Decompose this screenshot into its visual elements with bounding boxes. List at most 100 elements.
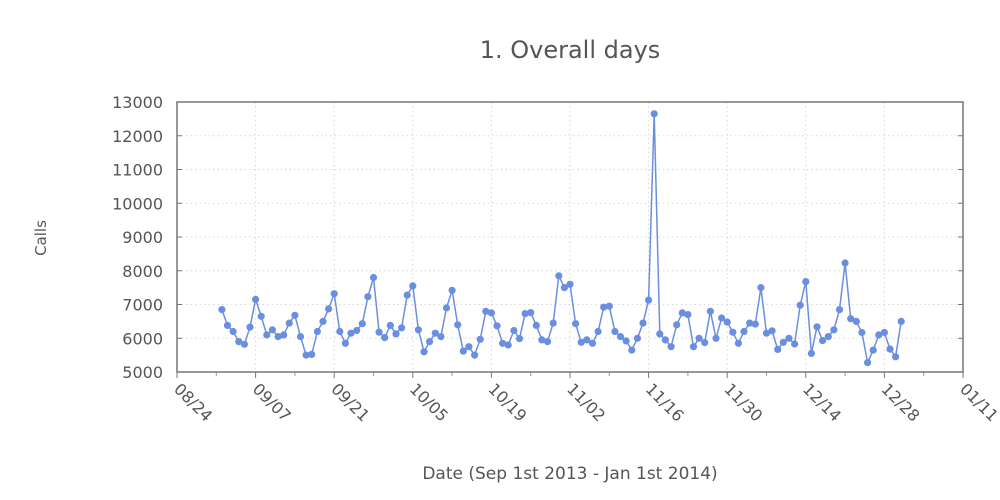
data-point (510, 326, 518, 335)
x-tick-label: 01/11 (956, 379, 1000, 425)
data-point (802, 278, 810, 286)
data-point (240, 340, 248, 348)
data-point (622, 337, 630, 345)
x-tick-label: 12/28 (878, 379, 924, 425)
x-tick-label: 10/05 (406, 379, 452, 425)
data-point (729, 328, 737, 336)
y-tick-label: 11000 (112, 161, 163, 180)
data-point (280, 331, 288, 339)
data-point (813, 323, 821, 331)
data-point (678, 309, 686, 317)
data-point (274, 333, 282, 341)
data-point (454, 321, 462, 329)
x-tick-label: 09/21 (327, 379, 373, 425)
data-point (824, 333, 832, 341)
data-point (892, 353, 900, 361)
chart-title: 1. Overall days (479, 36, 661, 64)
data-point (375, 328, 383, 336)
data-point (689, 343, 698, 351)
data-point (296, 333, 305, 341)
data-point (746, 319, 754, 327)
data-point (358, 320, 366, 328)
y-tick-label: 13000 (112, 93, 163, 112)
data-point (723, 318, 731, 326)
data-point (459, 347, 467, 355)
data-point (762, 329, 771, 337)
data-point (673, 321, 681, 329)
data-point (577, 338, 585, 346)
data-point (774, 345, 782, 353)
data-point (819, 337, 827, 345)
data-point (785, 334, 793, 342)
data-point (381, 334, 389, 342)
data-point (718, 314, 726, 322)
data-point (616, 333, 625, 341)
axes-layer: 5000 6000 7000 8000 9000 10000 11000 12000 13000… (112, 93, 1000, 425)
data-point (600, 303, 608, 311)
data-point (499, 339, 507, 347)
x-axis-label: Date (Sep 1st 2013 - Jan 1st 2014) (422, 464, 718, 484)
data-point (555, 272, 563, 280)
data-point (869, 346, 877, 354)
data-point (757, 284, 765, 292)
x-tick-label: 10/19 (485, 379, 531, 425)
data-point (325, 305, 333, 313)
data-point (437, 333, 445, 341)
x-tick-label: 12/14 (799, 379, 845, 425)
data-point (257, 312, 265, 320)
data-point (835, 306, 844, 314)
data-point (583, 336, 591, 344)
data-point (864, 359, 872, 367)
data-point (650, 110, 658, 118)
data-point (847, 315, 855, 323)
data-point (628, 346, 636, 354)
data-point (252, 295, 260, 303)
data-point (504, 341, 512, 349)
grid-layer (176, 102, 964, 372)
data-point (246, 323, 254, 331)
data-point (465, 343, 473, 351)
x-tick-label: 11/02 (563, 379, 609, 425)
data-point (768, 327, 776, 335)
data-point (897, 317, 905, 325)
data-point (886, 345, 894, 353)
data-point (336, 327, 344, 336)
data-point (667, 343, 675, 351)
data-point (740, 327, 748, 336)
data-point (426, 338, 434, 346)
data-point (471, 351, 479, 359)
data-point (701, 339, 709, 347)
x-tick-label: 11/16 (642, 379, 688, 425)
y-tick-label: 7000 (122, 296, 163, 315)
data-point (779, 338, 787, 346)
data-point (398, 324, 406, 332)
data-point (633, 334, 642, 342)
data-point (549, 319, 557, 327)
data-point (308, 350, 316, 358)
series-layer (218, 110, 905, 367)
data-point (588, 339, 597, 347)
data-point (448, 286, 456, 294)
data-point (543, 338, 552, 346)
x-tick-label: 08/24 (170, 379, 216, 425)
data-point (347, 329, 355, 337)
data-point (751, 320, 759, 328)
series-line (221, 113, 902, 364)
data-point (285, 319, 293, 327)
data-point (364, 293, 372, 301)
x-tick-label: 09/07 (249, 379, 295, 425)
y-tick-label: 6000 (122, 329, 163, 348)
data-point (235, 338, 243, 346)
data-point (645, 296, 653, 304)
data-point (734, 339, 743, 347)
data-point (706, 307, 715, 315)
data-point (487, 309, 495, 317)
data-point (807, 349, 816, 357)
y-tick-label: 12000 (112, 127, 163, 146)
data-point (476, 335, 484, 343)
data-point (560, 284, 569, 292)
data-point (515, 335, 524, 343)
data-point (566, 280, 574, 288)
data-point (572, 320, 580, 328)
